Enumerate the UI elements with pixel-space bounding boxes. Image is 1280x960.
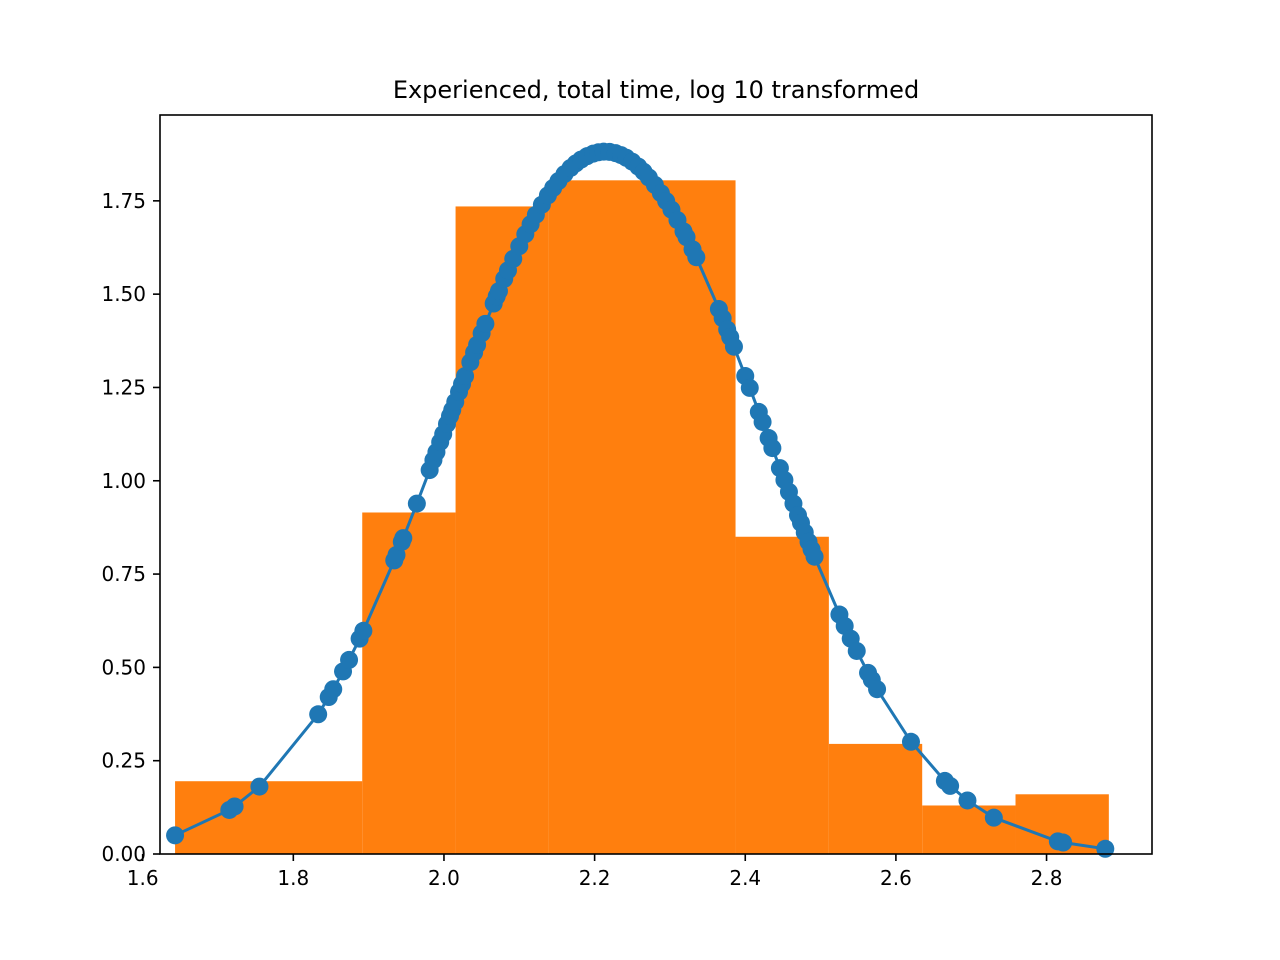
y-tick-label-2: 0.50 [101, 655, 146, 679]
axes: 1.6 1.8 2.0 2.2 2.4 2.6 2.8 0.00 0.25 0.50 0.75 1.0… [101, 114, 1153, 890]
density-point-99 [868, 680, 887, 699]
y-tick-label-0: 0.00 [101, 842, 146, 866]
density-point-107 [1096, 839, 1115, 858]
density-point-103 [958, 791, 977, 810]
density-point-104 [984, 808, 1003, 827]
x-tick-label-2: 2.0 [428, 866, 460, 890]
histogram-bar-6 [922, 805, 1016, 854]
x-tick-label-0: 1.6 [127, 866, 159, 890]
density-point-100 [901, 732, 920, 751]
y-tick-label-1: 0.25 [101, 749, 146, 773]
density-point-71 [687, 248, 706, 267]
x-tick-label-4: 2.4 [729, 866, 761, 890]
y-tick-label-4: 1.00 [101, 469, 146, 493]
density-point-27 [456, 367, 475, 386]
chart-title: Experienced, total time, log 10 transfor… [393, 76, 919, 104]
density-point-2 [225, 797, 244, 816]
density-point-0 [166, 826, 185, 845]
x-tick-label-6: 2.8 [1031, 866, 1063, 890]
density-point-14 [394, 529, 413, 548]
density-point-15 [407, 494, 426, 513]
histogram-bar-1 [362, 512, 456, 854]
density-point-92 [805, 547, 824, 566]
density-point-102 [941, 776, 960, 795]
x-tick-label-1: 1.8 [277, 866, 309, 890]
histogram-bar-3 [548, 180, 736, 854]
density-point-78 [740, 378, 759, 397]
density-point-3 [250, 777, 269, 796]
density-curve [166, 142, 1115, 858]
density-point-96 [847, 641, 866, 660]
x-tick-label-3: 2.2 [579, 866, 611, 890]
density-point-8 [340, 650, 359, 669]
y-tick-label-6: 1.50 [101, 282, 146, 306]
density-point-80 [753, 412, 772, 431]
histogram-bar-4 [735, 536, 829, 854]
density-point-32 [476, 314, 495, 333]
y-tick-label-5: 1.25 [101, 375, 146, 399]
y-tick-label-7: 1.75 [101, 189, 146, 213]
plot-frame [159, 114, 1153, 855]
density-point-82 [763, 439, 782, 458]
density-point-4 [309, 705, 328, 724]
histogram-bar-5 [828, 743, 923, 854]
histogram-bars [175, 180, 1109, 855]
y-tick-label-3: 0.75 [101, 562, 146, 586]
density-point-10 [354, 621, 373, 640]
histogram-bar-2 [455, 206, 549, 855]
x-tick-label-5: 2.6 [880, 866, 912, 890]
density-point-76 [724, 337, 743, 356]
density-point-6 [324, 680, 343, 699]
density-point-106 [1054, 833, 1073, 852]
histogram-bar-0 [175, 781, 363, 854]
